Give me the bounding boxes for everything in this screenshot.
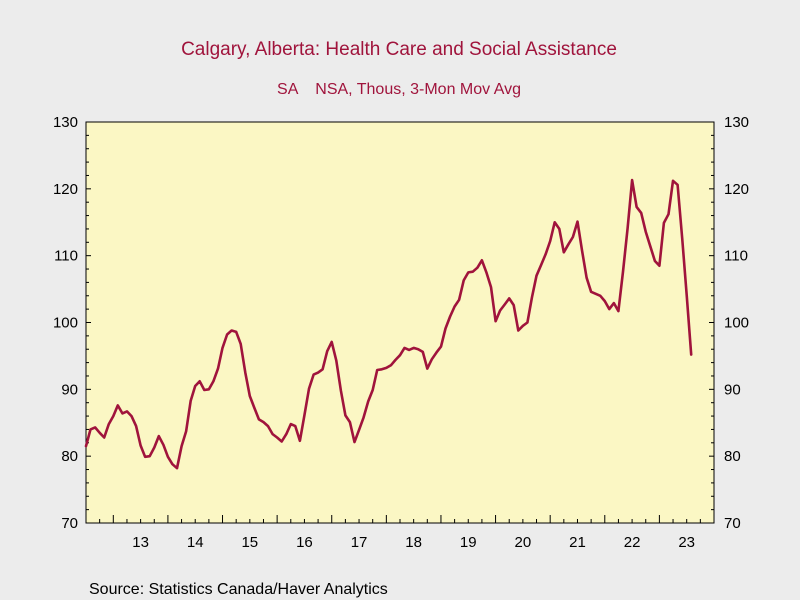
- x-tick-label: 16: [296, 534, 313, 551]
- y-tick-label-right: 120: [724, 181, 749, 198]
- y-tick-label-left: 120: [53, 181, 78, 198]
- x-tick-label: 17: [351, 534, 368, 551]
- source-note: Source: Statistics Canada/Haver Analytic…: [89, 581, 388, 598]
- y-tick-label-right: 80: [724, 448, 741, 465]
- x-tick-label: 18: [405, 534, 422, 551]
- series-layer: [84, 178, 693, 470]
- x-tick-label: 20: [515, 534, 532, 551]
- y-tick-label-left: 100: [53, 315, 78, 332]
- left-y-axis: 70 80 90 100 110 120 130: [53, 114, 91, 532]
- x-tick-label: 19: [460, 534, 477, 551]
- x-axis: 13 14 15 16 17 18 19 20 21 22 23: [85, 515, 701, 551]
- y-tick-label-right: 100: [724, 315, 749, 332]
- y-tick-label-left: 110: [54, 248, 78, 265]
- y-tick-label-left: 80: [61, 448, 78, 465]
- plot-area: [85, 121, 715, 524]
- y-tick-label-right: 110: [724, 248, 748, 265]
- right-y-axis: 70 80 90 100 110 120 130: [709, 114, 749, 532]
- chart-subtitle: SA NSA, Thous, 3-Mon Mov Avg: [277, 81, 521, 98]
- x-tick-label: 21: [569, 534, 586, 551]
- x-tick-label: 23: [678, 534, 695, 551]
- chart-title: Calgary, Alberta: Health Care and Social…: [181, 39, 617, 60]
- y-tick-label-left: 70: [61, 515, 78, 532]
- x-tick-label: 22: [624, 534, 641, 551]
- x-tick-label: 13: [132, 534, 149, 551]
- y-tick-label-left: 130: [53, 114, 78, 131]
- x-tick-label: 15: [241, 534, 258, 551]
- series-line: [84, 178, 693, 470]
- y-tick-label-right: 130: [724, 114, 749, 131]
- y-tick-label-left: 90: [61, 381, 78, 398]
- y-tick-label-right: 90: [724, 381, 741, 398]
- x-tick-label: 14: [187, 534, 204, 551]
- y-tick-label-right: 70: [724, 515, 741, 532]
